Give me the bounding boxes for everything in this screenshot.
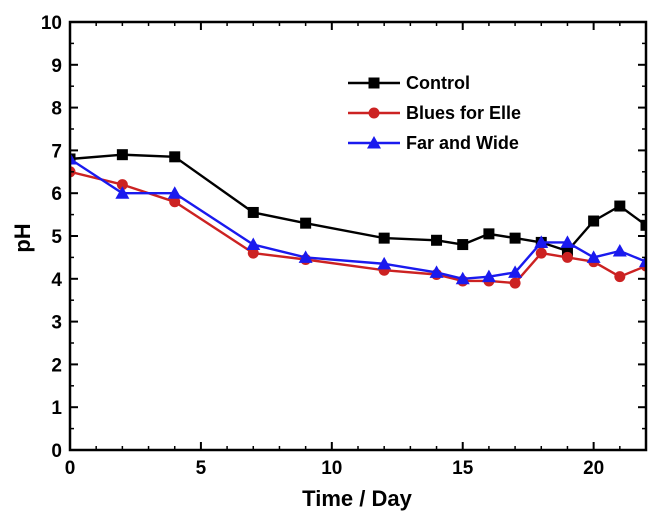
- data-point-control: [561, 245, 573, 257]
- data-point-far-and-wide: [115, 186, 130, 199]
- data-point-far-and-wide: [508, 265, 523, 278]
- data-point-control: [431, 234, 443, 246]
- y-tick-label: 8: [51, 99, 62, 120]
- y-tick-label: 4: [51, 270, 62, 291]
- series-control: [70, 149, 646, 257]
- legend-label: Blues for Elle: [406, 103, 521, 123]
- axes: 0 1 2 3 4 5 6 7 8 9 10 0 5 10 15 20: [41, 13, 648, 479]
- data-point-blues-for-elle: [247, 247, 259, 259]
- legend-marker: [368, 77, 380, 89]
- data-point-far-and-wide: [167, 186, 182, 199]
- data-point-far-and-wide: [377, 256, 392, 270]
- series-group: [70, 149, 646, 289]
- data-point-control: [116, 149, 128, 161]
- series-far-and-wide: [70, 151, 646, 285]
- legend-label: Far and Wide: [406, 133, 519, 153]
- y-tick-label: 9: [51, 56, 62, 77]
- x-axis-title: Time / Day: [302, 486, 412, 511]
- data-point-far-and-wide: [298, 250, 313, 263]
- data-point-far-and-wide: [246, 237, 261, 251]
- plot-frame: [68, 20, 648, 452]
- y-tick-label: 6: [51, 184, 62, 205]
- plot-area: [70, 149, 646, 289]
- data-point-control: [614, 200, 626, 212]
- data-point-control: [300, 217, 312, 229]
- series-blues-for-elle: [70, 166, 646, 289]
- data-point-blues-for-elle: [535, 247, 547, 259]
- x-tick-label: 5: [196, 458, 207, 479]
- data-point-far-and-wide: [586, 250, 601, 263]
- legend-item-far-and-wide: Far and Wide: [348, 133, 519, 153]
- data-point-far-and-wide: [560, 235, 575, 248]
- data-point-control: [247, 206, 259, 218]
- data-point-control: [483, 228, 495, 240]
- x-tick-label: 0: [65, 458, 76, 479]
- series-line-control: [70, 153, 646, 253]
- data-point-far-and-wide: [481, 269, 496, 283]
- legend-marker: [367, 136, 381, 149]
- x-tick-label: 20: [583, 458, 604, 479]
- data-point-control: [509, 232, 521, 244]
- data-point-blues-for-elle: [169, 196, 181, 208]
- y-tick-label: 1: [51, 398, 62, 419]
- y-tick-label: 0: [51, 441, 62, 462]
- y-axis-title: pH: [10, 223, 35, 252]
- data-point-far-and-wide: [612, 243, 627, 257]
- legend-marker: [368, 107, 380, 119]
- legend-item-control: Control: [348, 73, 470, 93]
- x-tick-label: 15: [452, 458, 474, 479]
- data-point-control: [378, 232, 390, 244]
- data-point-far-and-wide: [70, 151, 77, 165]
- data-point-far-and-wide: [429, 265, 444, 278]
- data-point-blues-for-elle: [116, 179, 128, 191]
- y-tick-label: 7: [51, 141, 62, 162]
- y-tick-label: 10: [41, 13, 62, 34]
- data-point-control: [169, 151, 181, 163]
- series-line-far-and-wide: [70, 157, 646, 280]
- data-point-blues-for-elle: [561, 251, 573, 263]
- series-line-blues-for-elle: [70, 170, 646, 285]
- legend-item-blues-for-elle: Blues for Elle: [348, 103, 521, 123]
- data-point-control: [640, 219, 646, 231]
- data-point-control: [457, 239, 469, 251]
- y-tick-label: 3: [51, 313, 62, 334]
- data-point-blues-for-elle: [614, 271, 626, 283]
- data-point-far-and-wide: [455, 271, 470, 285]
- data-point-far-and-wide: [534, 235, 549, 248]
- y-tick-label: 2: [51, 355, 62, 376]
- data-point-blues-for-elle: [509, 277, 521, 289]
- y-tick-label: 5: [51, 227, 62, 248]
- data-point-control: [588, 215, 600, 227]
- legend-label: Control: [406, 73, 470, 93]
- legend: Control Blues for Elle Far and Wide: [348, 73, 521, 153]
- x-tick-label: 10: [321, 458, 342, 479]
